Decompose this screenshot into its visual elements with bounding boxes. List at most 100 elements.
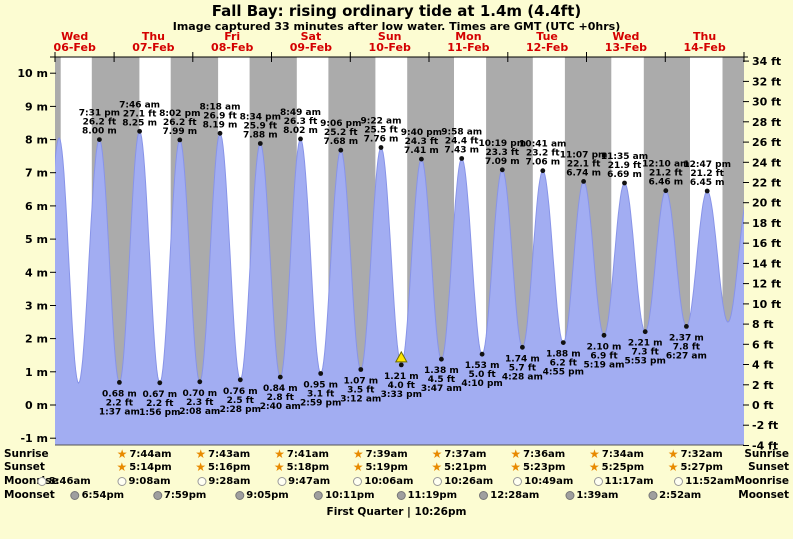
low-tide-annotation: 1:37 am	[99, 407, 140, 417]
day-weekday-label: Fri	[224, 30, 240, 43]
high-tide-annotation: 26.9 ft	[203, 111, 237, 121]
m-axis-label: 10 m	[17, 67, 48, 80]
ft-axis-label: 2 ft	[752, 379, 774, 392]
sunrise-star-icon: ★	[195, 447, 207, 461]
high-tide-annotation: 10:41 am	[519, 140, 566, 150]
ft-axis-label: 6 ft	[752, 338, 774, 351]
sunset-star-icon: ★	[352, 460, 364, 474]
sunset-star-icon: ★	[588, 460, 600, 474]
moonset-label-right: Moonset	[738, 489, 789, 501]
high-tide-dot	[419, 156, 424, 162]
sunrise-entry: ★ 7:34am	[589, 448, 644, 461]
low-tide-dot	[684, 324, 689, 329]
sunset-star-icon: ★	[667, 460, 679, 474]
astro-time: 7:36am	[523, 449, 566, 460]
sunset-row: Sunset Sunset ★ 5:14pm ★ 5:16pm ★ 5:18pm ★ 5:19…	[0, 461, 793, 474]
low-tide-dot	[318, 371, 324, 376]
high-tide-dot	[459, 156, 465, 161]
low-tide-annotation: 3:12 am	[340, 395, 381, 405]
m-axis-label: 4 m	[25, 266, 48, 279]
moonrise-entry: 9:47am	[277, 475, 330, 488]
high-tide-annotation: 7.09 m	[485, 157, 520, 167]
high-tide-annotation: 21.2 ft	[690, 169, 724, 179]
m-axis-label: 3 m	[25, 299, 48, 312]
m-axis-label: -1 m	[20, 432, 48, 445]
high-tide-annotation: 8:34 pm	[240, 113, 281, 123]
high-tide-annotation: 11:35 am	[601, 152, 648, 162]
day-date-label: 13-Feb	[605, 41, 647, 54]
sunrise-star-icon: ★	[667, 447, 679, 461]
sunset-entry: ★ 5:23pm	[510, 461, 565, 474]
day-weekday-label: Sat	[301, 30, 322, 43]
high-tide-dot	[499, 167, 505, 173]
low-tide-annotation: 6:27 am	[666, 351, 707, 361]
sunset-star-icon: ★	[195, 460, 206, 474]
moonset-entry: 12:28am	[479, 489, 539, 502]
moonset-entry: 10:11pm	[314, 489, 375, 502]
high-tide-annotation: 7.99 m	[162, 127, 197, 137]
low-tide-dot	[642, 329, 648, 335]
low-tide-dot	[277, 374, 283, 380]
ft-axis-label: 18 ft	[752, 217, 781, 230]
low-tide-annotation: 2.8 ft	[267, 393, 295, 403]
low-tide-dot	[237, 377, 243, 383]
low-tide-annotation: 0.76 m	[223, 387, 258, 397]
high-tide-annotation: 7.43 m	[444, 146, 479, 156]
sunrise-entry: ★ 7:44am	[117, 448, 172, 461]
astro-time: 10:06am	[364, 476, 414, 487]
sunrise-entry: ★ 7:41am	[274, 448, 329, 461]
low-tide-annotation: 3.5 ft	[347, 386, 375, 396]
high-tide-annotation: 12:47 pm	[683, 160, 731, 170]
moonrise-icon	[513, 477, 523, 486]
moonset-entry: 7:59pm	[152, 489, 207, 502]
high-tide-annotation: 25.5 ft	[364, 126, 398, 136]
high-tide-annotation: 25.2 ft	[324, 128, 358, 138]
astro-time: 7:44am	[129, 449, 172, 460]
high-tide-dot	[137, 128, 143, 134]
moonrise-icon	[593, 477, 603, 486]
astro-time: 9:08am	[128, 476, 171, 487]
astro-time: 7:59pm	[163, 490, 207, 501]
high-tide-annotation: 27.1 ft	[123, 109, 157, 119]
high-tide-annotation: 23.2 ft	[526, 149, 560, 159]
astro-time: 7:34am	[601, 449, 644, 460]
astro-time: 7:41am	[286, 449, 329, 460]
moonset-icon	[565, 491, 575, 500]
astro-time: 8:46am	[48, 476, 91, 487]
low-tide-dot	[560, 340, 566, 345]
astro-time: 5:21pm	[444, 462, 487, 473]
moonrise-entry: 10:06am	[353, 475, 413, 488]
sunset-label-right: Sunset	[748, 461, 789, 473]
sunset-star-icon: ★	[273, 460, 285, 474]
moonrise-icon	[197, 477, 207, 486]
moonrise-icon	[117, 477, 127, 486]
high-tide-annotation: 23.3 ft	[486, 148, 520, 158]
astro-time: 10:49am	[524, 476, 574, 487]
sunrise-star-icon: ★	[431, 447, 443, 461]
low-tide-annotation: 7.8 ft	[673, 342, 701, 352]
sunset-entry: ★ 5:18pm	[274, 461, 329, 474]
m-axis-label: 6 m	[25, 200, 48, 213]
low-tide-annotation: 0.70 m	[182, 389, 217, 399]
astro-time: 5:14pm	[129, 462, 172, 473]
high-tide-annotation: 8.00 m	[82, 127, 117, 137]
low-tide-annotation: 3:47 am	[421, 384, 462, 394]
astro-time: 5:23pm	[522, 462, 566, 473]
moon-phase-note: First Quarter | 10:26pm	[326, 506, 467, 518]
sunrise-star-icon: ★	[510, 447, 522, 461]
low-tide-annotation: 1.88 m	[546, 350, 581, 360]
moonrise-entry: 11:17am	[593, 475, 654, 488]
high-tide-annotation: 21.2 ft	[649, 169, 683, 179]
day-weekday-label: Wed	[61, 30, 88, 43]
m-axis-label: 2 m	[25, 333, 48, 346]
ft-axis-label: 0 ft	[752, 399, 774, 412]
astro-time: 2:52am	[659, 490, 702, 501]
high-tide-annotation: 9:22 am	[361, 117, 402, 127]
high-tide-annotation: 12:10 am	[642, 160, 689, 170]
moonset-icon	[314, 491, 324, 500]
high-tide-dot	[177, 137, 183, 143]
moonrise-entry: 10:26am	[433, 475, 493, 488]
high-tide-annotation: 26.2 ft	[163, 118, 197, 128]
astro-time: 12:28am	[490, 490, 540, 501]
